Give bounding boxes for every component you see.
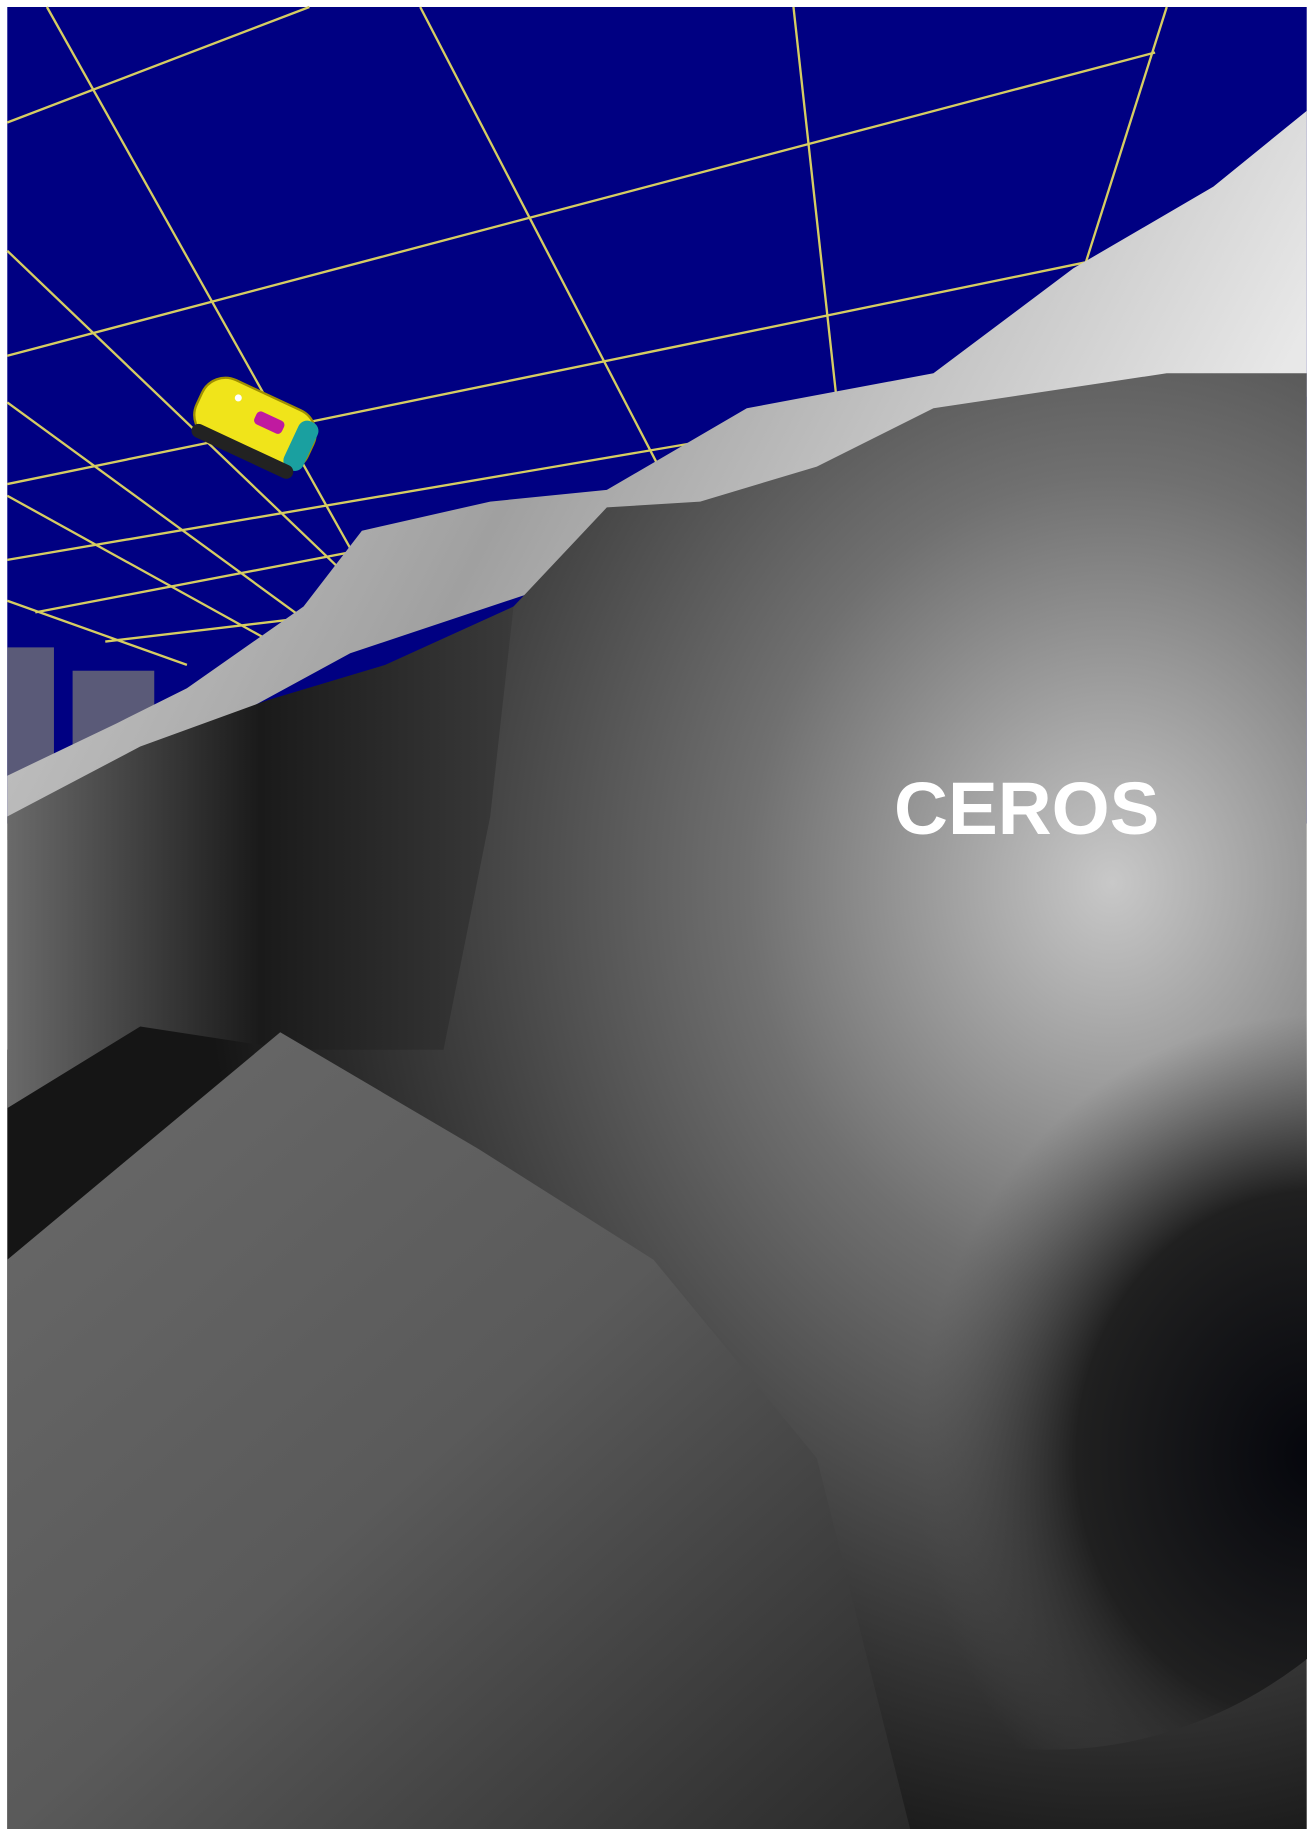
scene-label: CEROS — [894, 766, 1159, 850]
vehicle — [191, 376, 319, 479]
terrain-fold — [7, 606, 514, 1109]
terrain-foreground — [7, 1032, 911, 1829]
structure — [7, 647, 54, 776]
terrain-ridge — [7, 110, 1307, 840]
